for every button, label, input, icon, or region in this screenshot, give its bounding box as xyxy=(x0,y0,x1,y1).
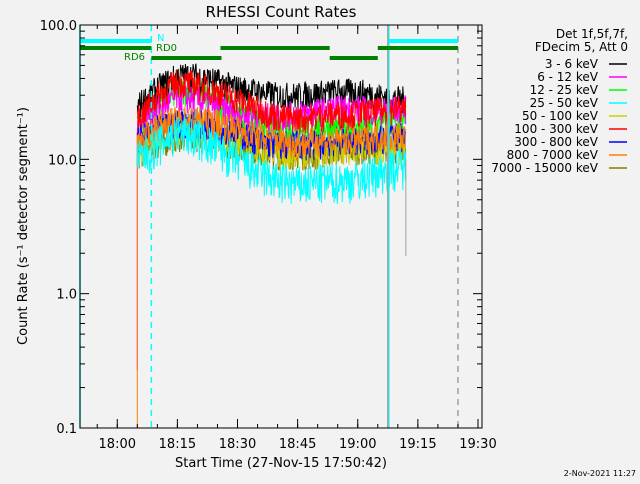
x-tick-label: 19:15 xyxy=(399,437,436,452)
series-line-800-7000-kev xyxy=(136,106,406,428)
y-tick-label: 0.1 xyxy=(56,422,77,437)
legend-label: 7000 - 15000 keV xyxy=(491,161,598,175)
y-tick-label: 100.0 xyxy=(40,19,77,34)
x-tick-label: 18:15 xyxy=(159,437,196,452)
y-tick-label: 1.0 xyxy=(56,288,77,303)
series-line-100-300-kev xyxy=(136,69,407,136)
legend-label: 50 - 100 keV xyxy=(522,109,599,123)
legend-label: 3 - 6 keV xyxy=(545,57,599,71)
x-axis-label: Start Time (27-Nov-15 17:50:42) xyxy=(175,456,387,471)
flag-label-rd0: RD0 xyxy=(156,43,177,54)
x-tick-label: 18:30 xyxy=(219,437,256,452)
legend-label: 25 - 50 keV xyxy=(530,96,599,110)
series-line-3-6-kev xyxy=(136,63,407,118)
footer-date: 2-Nov-2021 11:27 xyxy=(564,469,636,478)
legend-label: 6 - 12 keV xyxy=(537,70,599,84)
x-tick-label: 19:30 xyxy=(459,437,496,452)
flag-label-n: N xyxy=(157,33,164,44)
x-tick-label: 18:00 xyxy=(99,437,136,452)
y-tick-label: 10.0 xyxy=(48,153,77,168)
legend-header: FDecim 5, Att 0 xyxy=(535,40,628,54)
legend-label: 300 - 800 keV xyxy=(514,135,598,149)
x-tick-label: 18:45 xyxy=(279,437,316,452)
legend-label: 100 - 300 keV xyxy=(514,122,598,136)
series-line-25-50-kev xyxy=(136,116,407,205)
legend-label: 12 - 25 keV xyxy=(530,83,599,97)
plot-frame xyxy=(79,24,483,429)
legend-label: 800 - 7000 keV xyxy=(507,148,599,162)
y-axis-label: Count Rate (s⁻¹ detector segment⁻¹) xyxy=(16,107,31,345)
legend-header: Det 1f,5f,7f, xyxy=(556,27,628,41)
flag-label-rd6: RD6 xyxy=(124,52,145,63)
x-tick-label: 19:00 xyxy=(339,437,376,452)
chart-title: RHESSI Count Rates xyxy=(206,3,357,21)
